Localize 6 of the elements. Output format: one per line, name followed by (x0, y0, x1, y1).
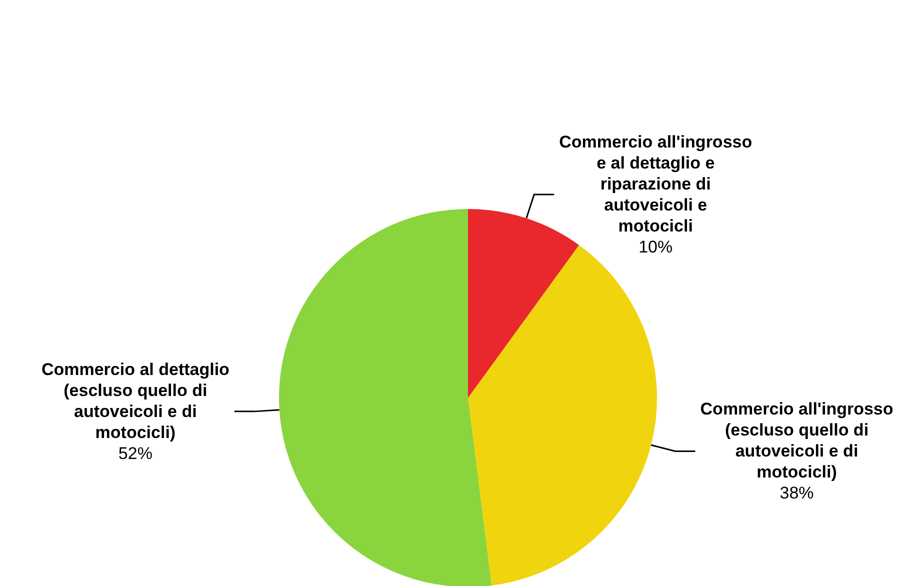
slice-label: Commercio all'ingrosso e al dettaglio e riparazione di autoveicoli e motocicli (559, 132, 752, 236)
data-label: 10% (638, 237, 673, 256)
slice-label: Commercio all'ingrosso (escluso quello di autoveicoli e di motocicli) (700, 400, 894, 482)
data-label: 52% (118, 444, 152, 463)
slice-label: Commercio al dettaglio (escluso quello di autoveicoli e di motocicli) (41, 360, 230, 442)
data-label: 38% (780, 484, 814, 503)
